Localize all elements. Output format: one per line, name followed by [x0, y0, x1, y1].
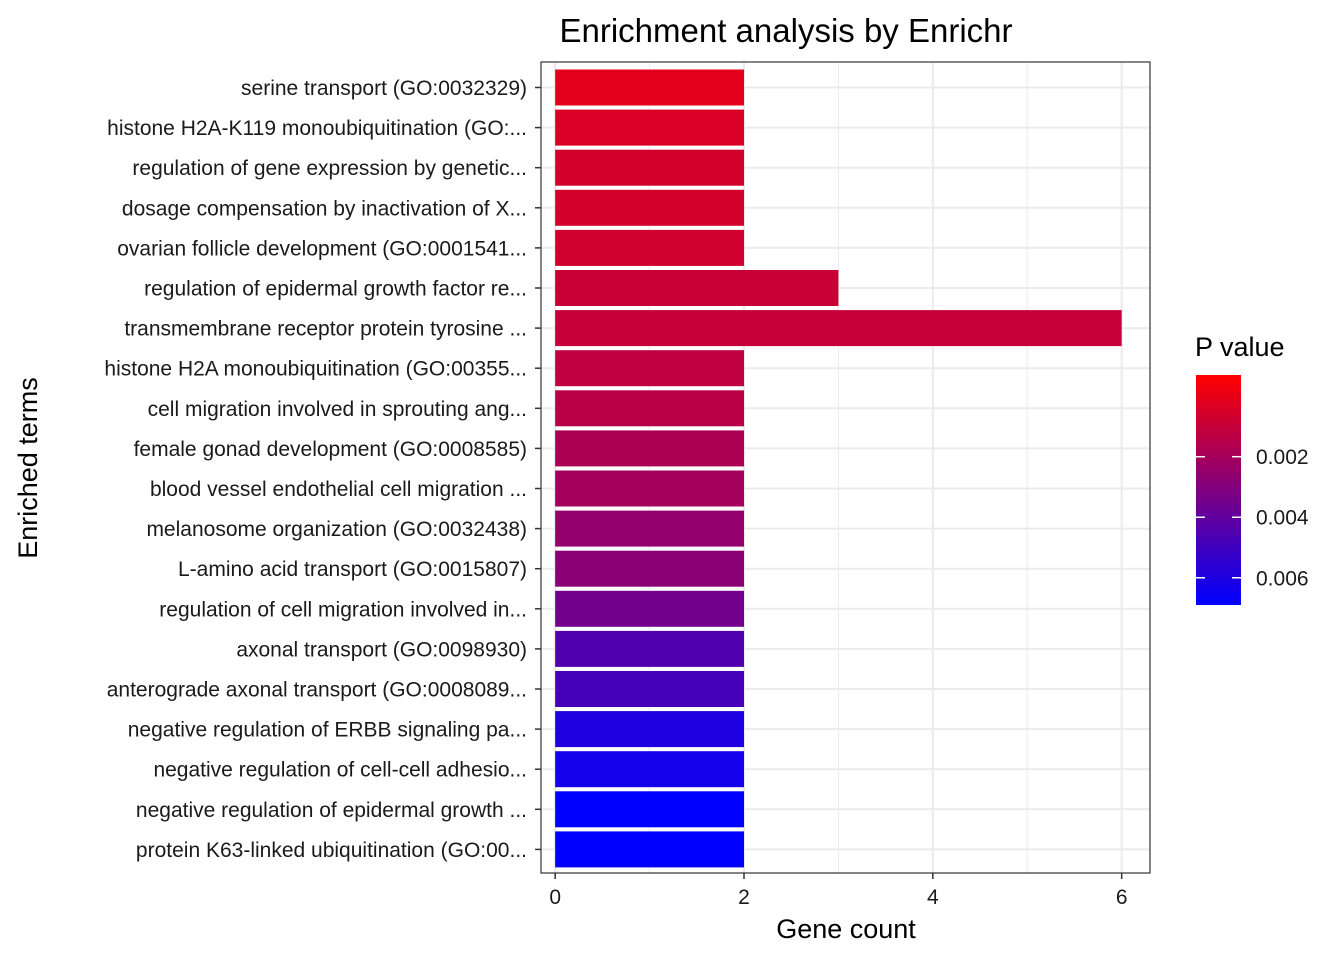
bar: [555, 310, 1122, 347]
legend-tick-label: 0.006: [1256, 567, 1309, 590]
bar: [555, 229, 744, 266]
y-tick-label: dosage compensation by inactivation of X…: [122, 197, 527, 220]
y-tick-label: regulation of epidermal growth factor re…: [144, 278, 527, 301]
bar: [555, 711, 744, 748]
x-tick-label: 6: [1116, 886, 1128, 909]
bar: [555, 109, 744, 146]
y-tick-label: cell migration involved in sprouting ang…: [148, 398, 527, 421]
bar: [555, 390, 744, 427]
y-tick-label: blood vessel endothelial cell migration …: [150, 478, 527, 501]
color-legend: P value 0.002 0.004 0.006: [1195, 332, 1309, 605]
y-tick-label: histone H2A-K119 monoubiquitination (GO:…: [107, 117, 527, 140]
legend-colorbar: [1196, 375, 1241, 605]
bar: [555, 430, 744, 467]
x-tick-label: 4: [927, 886, 939, 909]
bar: [555, 69, 744, 106]
bar: [555, 550, 744, 587]
y-tick-label: negative regulation of epidermal growth …: [136, 799, 527, 822]
y-axis-title: Enriched terms: [13, 377, 43, 559]
bar: [555, 270, 839, 306]
y-tick-label: regulation of gene expression by genetic…: [132, 157, 527, 180]
y-tick-label: ovarian follicle development (GO:0001541…: [117, 237, 527, 260]
y-tick-label: protein K63-linked ubiquitination (GO:00…: [136, 839, 527, 862]
legend-ticks: 0.002 0.004 0.006: [1196, 446, 1309, 590]
bar: [555, 791, 744, 828]
bar: [555, 671, 744, 707]
bar: [555, 350, 744, 387]
bars-layer: [555, 69, 1122, 868]
plot-border: [540, 61, 1151, 874]
chart-title: Enrichment analysis by Enrichr: [559, 12, 1012, 49]
x-tick-label: 2: [738, 886, 750, 909]
x-axis-title: Gene count: [776, 914, 916, 944]
bar: [555, 510, 744, 547]
bar: [555, 149, 744, 186]
y-tick-label: melanosome organization (GO:0032438): [146, 518, 527, 541]
y-tick-label: L-amino acid transport (GO:0015807): [178, 558, 527, 581]
y-tick-label: axonal transport (GO:0098930): [236, 638, 527, 661]
y-tick-label: histone H2A monoubiquitination (GO:00355…: [104, 358, 527, 381]
x-tick-label: 0: [549, 886, 561, 909]
y-tick-label: negative regulation of cell-cell adhesio…: [153, 759, 527, 782]
y-tick-label: transmembrane receptor protein tyrosine …: [124, 318, 527, 341]
x-axis: 0 2 4 6: [549, 873, 1128, 909]
y-tick-label: female gonad development (GO:0008585): [134, 438, 527, 461]
legend-tick-label: 0.004: [1256, 507, 1309, 530]
bar: [555, 751, 744, 788]
legend-title: P value: [1195, 332, 1285, 362]
bar: [555, 831, 744, 868]
bar: [555, 189, 744, 226]
legend-tick-label: 0.002: [1256, 446, 1309, 469]
bar: [555, 630, 744, 667]
y-tick-label: regulation of cell migration involved in…: [159, 598, 527, 621]
y-tick-label: anterograde axonal transport (GO:0008089…: [107, 679, 527, 702]
y-tick-label: negative regulation of ERBB signaling pa…: [128, 719, 527, 742]
y-axis: serine transport (GO:0032329) histone H2A…: [104, 77, 541, 862]
bar: [555, 590, 744, 627]
y-tick-label: serine transport (GO:0032329): [241, 77, 527, 100]
bar: [555, 470, 744, 507]
